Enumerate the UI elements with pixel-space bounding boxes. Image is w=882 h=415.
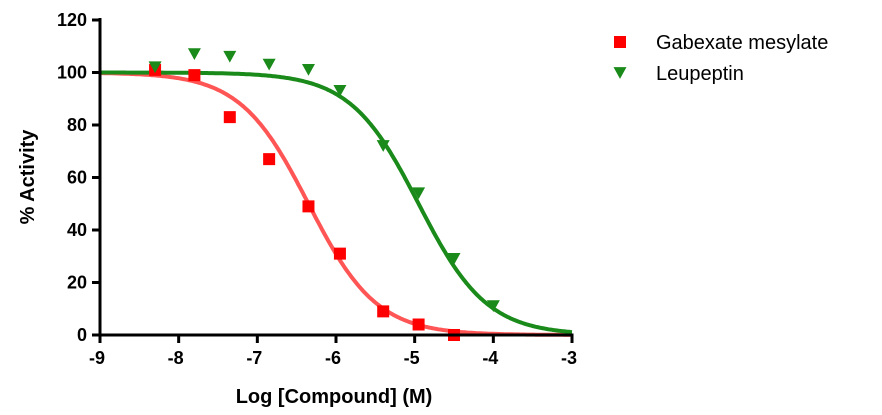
data-point <box>187 48 201 60</box>
y-tick-label: 20 <box>67 273 87 293</box>
y-axis-ticks: 0 20 40 60 80 100 120 <box>57 10 100 345</box>
y-tick-label: 80 <box>67 115 87 135</box>
data-point <box>262 58 276 71</box>
legend-label: Leupeptin <box>656 63 744 85</box>
fit-curves <box>100 70 573 337</box>
data-point <box>412 318 425 331</box>
y-tick-label: 60 <box>67 168 87 188</box>
data-point <box>486 300 500 312</box>
y-tick-label: 120 <box>57 10 87 30</box>
data-point <box>188 69 201 82</box>
data-point <box>302 200 315 213</box>
data-point <box>333 85 347 97</box>
data-points <box>148 48 500 341</box>
y-tick-label: 0 <box>77 325 87 345</box>
fit-curve <box>100 71 572 337</box>
x-tick-label: -4 <box>482 348 498 368</box>
legend-marker <box>613 67 627 79</box>
data-point <box>223 50 237 63</box>
axes <box>98 18 574 337</box>
legend: Gabexate mesylate Leupeptin <box>613 32 828 85</box>
data-point <box>377 305 390 318</box>
x-tick-label: -6 <box>325 348 341 368</box>
y-tick-label: 40 <box>67 220 87 240</box>
y-axis-title: % Activity <box>17 129 39 225</box>
x-axis-ticks: -9 -8 -7 -6 -5 -4 -3 <box>89 335 577 368</box>
data-point <box>333 247 346 260</box>
data-point <box>376 140 390 152</box>
legend-label: Gabexate mesylate <box>656 32 828 54</box>
x-axis-title: Log [Compound] (M) <box>236 386 433 408</box>
data-point <box>412 187 426 200</box>
y-tick-label: 100 <box>57 63 87 83</box>
x-tick-label: -7 <box>246 348 262 368</box>
data-point <box>148 61 162 74</box>
fit-curve <box>100 70 573 335</box>
data-point <box>301 64 315 76</box>
x-tick-label: -8 <box>168 348 184 368</box>
data-point <box>263 153 276 166</box>
x-tick-label: -3 <box>561 348 577 368</box>
x-tick-label: -5 <box>404 348 420 368</box>
x-tick-label: -9 <box>89 348 105 368</box>
legend-marker <box>614 36 626 48</box>
data-point <box>223 111 236 124</box>
data-point <box>447 253 461 265</box>
